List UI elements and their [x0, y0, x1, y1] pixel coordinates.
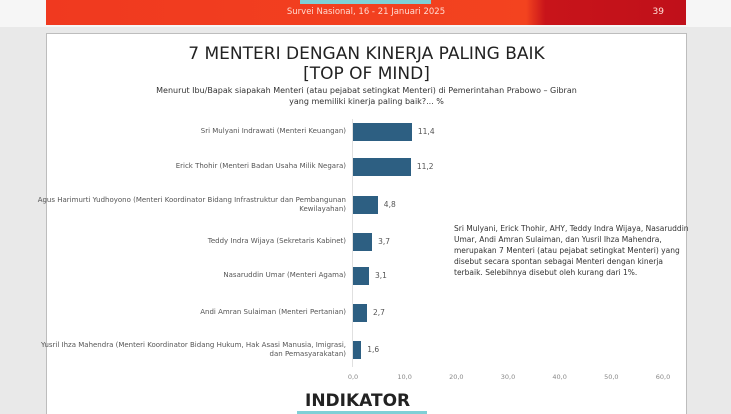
slide-footer-bar: Survei Nasional, 16 - 21 Januari 2025 39	[46, 0, 686, 25]
category-label: Sri Mulyani Indrawati (Menteri Keuangan)	[200, 127, 346, 136]
category-label: Nasaruddin Umar (Menteri Agama)	[223, 271, 346, 280]
category-label: Erick Thohir (Menteri Badan Usaha Milik …	[175, 162, 346, 171]
title-line-1: 7 MENTERI DENGAN KINERJA PALING BAIK	[188, 44, 545, 64]
x-tick-label: 50,0	[604, 373, 619, 381]
category-label: Andi Amran Sulaiman (Menteri Pertanian)	[200, 308, 346, 317]
x-tick-label: 0,0	[347, 373, 359, 381]
bar	[353, 267, 370, 285]
bar	[353, 304, 367, 322]
slide: 7 MENTERI DENGAN KINERJA PALING BAIK [TO…	[38, 33, 689, 414]
bar	[353, 233, 373, 251]
category-label: Agus Harimurti Yudhoyono (Menteri Koordi…	[37, 195, 346, 214]
bar	[353, 123, 412, 141]
data-label: 3,7	[378, 237, 391, 246]
data-label: 3,1	[375, 271, 387, 280]
slide-title: 7 MENTERI DENGAN KINERJA PALING BAIK [TO…	[47, 44, 686, 84]
annotation-note: Sri Mulyani, Erick Thohir, AHY, Teddy In…	[454, 224, 689, 277]
bar	[353, 341, 362, 359]
data-label: 1,6	[367, 345, 380, 354]
title-line-2: [TOP OF MIND]	[303, 64, 430, 84]
x-tick-label: 10,0	[397, 373, 412, 381]
teal-accent	[300, 0, 431, 4]
question-line-2: yang memiliki kinerja paling baik?... %	[289, 97, 444, 106]
y-axis-line	[352, 119, 353, 367]
data-label: 11,4	[417, 127, 435, 136]
bar	[353, 196, 378, 214]
data-label: 2,7	[372, 308, 385, 317]
x-tick-label: 60,0	[655, 373, 671, 381]
question-text: Menurut Ibu/Bapak siapakah Menteri (atau…	[107, 85, 626, 107]
x-tick-label: 20,0	[449, 373, 464, 381]
data-label: 11,2	[416, 162, 434, 171]
indikator-logo: INDIKATOR	[305, 391, 411, 411]
x-tick-label: 40,0	[552, 373, 567, 381]
category-label: Teddy Indra Wijaya (Sekretaris Kabinet)	[207, 237, 346, 246]
previous-slide: Survei Nasional, 16 - 21 Januari 2025 39	[0, 0, 731, 27]
page-number: 39	[652, 7, 664, 17]
bar	[353, 158, 411, 176]
data-label: 4,8	[383, 200, 396, 209]
x-tick-label: 30,0	[500, 373, 516, 381]
question-line-1: Menurut Ibu/Bapak siapakah Menteri (atau…	[156, 86, 577, 95]
category-label: Yusril Ihza Mahendra (Menteri Koordinato…	[41, 340, 346, 359]
survey-label: Survei Nasional, 16 - 21 Januari 2025	[286, 7, 446, 17]
